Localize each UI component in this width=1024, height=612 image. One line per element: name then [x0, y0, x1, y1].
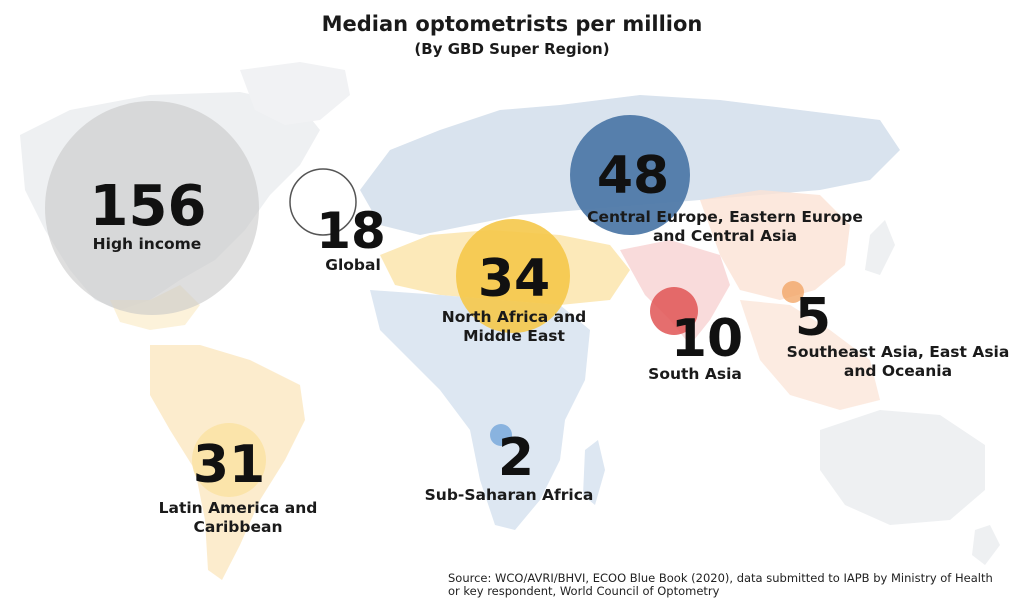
source-note: Source: WCO/AVRI/BHVI, ECOO Blue Book (2… — [448, 572, 1018, 598]
chart-subtitle: (By GBD Super Region) — [414, 40, 610, 58]
east-asia-shape — [700, 190, 850, 300]
value-label-north-africa: 34 — [478, 249, 550, 309]
region-label-line: Middle East — [463, 327, 565, 345]
value-label-high-income: 156 — [90, 174, 207, 239]
australia-shape — [820, 410, 985, 525]
region-label-line: Global — [325, 256, 381, 274]
bubble-south-asia — [650, 287, 698, 335]
value-label-sub-saharan: 2 — [498, 428, 534, 488]
sub-saharan-africa-shape — [370, 290, 590, 530]
bubble-global — [289, 168, 357, 236]
region-label-line: North Africa and — [442, 308, 586, 326]
region-label-latin-america: Latin America and Caribbean — [159, 499, 318, 536]
region-label-south-asia: South Asia — [648, 365, 742, 383]
region-label-line: Southeast Asia, East Asia — [787, 343, 1010, 361]
region-label-line: Caribbean — [194, 518, 283, 536]
source-line-2: or key respondent, World Council of Opto… — [448, 584, 720, 598]
bubble-southeast-asia — [782, 281, 804, 303]
value-label-south-asia: 10 — [671, 309, 743, 369]
region-label-line: and Oceania — [844, 362, 952, 380]
bubble-layer — [45, 101, 804, 497]
region-label-sub-saharan: Sub-Saharan Africa — [425, 486, 594, 504]
region-label-line: Sub-Saharan Africa — [425, 486, 594, 504]
region-label-central-europe: Central Europe, Eastern Europe and Centra… — [587, 208, 863, 245]
value-label-southeast-asia: 5 — [795, 288, 831, 348]
new-zealand-shape — [972, 525, 1000, 565]
bubble-central-europe — [570, 115, 690, 235]
source-line-1: Source: WCO/AVRI/BHVI, ECOO Blue Book (2… — [448, 571, 993, 585]
region-label-north-africa: North Africa and Middle East — [442, 308, 586, 345]
region-label-southeast-asia: Southeast Asia, East Asia and Oceania — [787, 343, 1010, 380]
bubble-latin-america — [192, 423, 266, 497]
bubble-north-africa — [456, 219, 570, 333]
japan-shape — [865, 220, 895, 275]
region-label-line: and Central Asia — [653, 227, 797, 245]
southeast-asia-shape — [740, 300, 880, 410]
chart-title: Median optometrists per million — [321, 12, 703, 36]
bubble-sub-saharan — [490, 424, 512, 446]
region-label-global: Global — [325, 256, 381, 274]
value-label-global: 18 — [316, 202, 386, 260]
region-label-line: Central Europe, Eastern Europe — [587, 208, 863, 226]
greenland-shape — [240, 62, 350, 125]
region-label-line: South Asia — [648, 365, 742, 383]
region-label-high-income: High income — [93, 235, 202, 253]
value-label-central-europe: 48 — [597, 146, 669, 206]
region-label-line: Latin America and — [159, 499, 318, 517]
madagascar-shape — [583, 440, 605, 505]
bubble-high-income — [45, 101, 259, 315]
region-label-line: High income — [93, 235, 202, 253]
value-label-latin-america: 31 — [193, 435, 265, 495]
